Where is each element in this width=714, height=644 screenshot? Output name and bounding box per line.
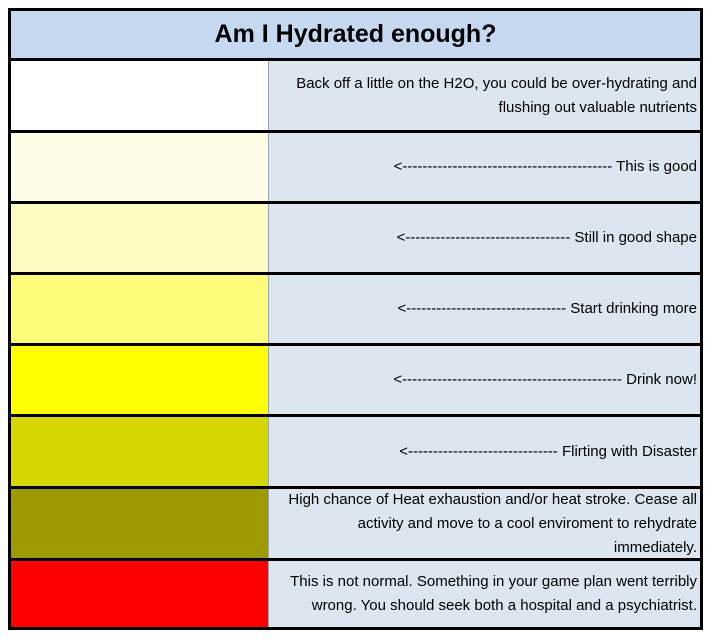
hydration-chart: Am I Hydrated enough? Back off a little … [8, 8, 703, 630]
level-description: This is not normal. Something in your ga… [269, 561, 700, 627]
level-text: <------------------------------ Flirting… [399, 442, 697, 460]
level-text: <-------------------------------- Start … [397, 300, 698, 317]
color-swatch [11, 346, 269, 414]
color-swatch [11, 417, 269, 486]
color-swatch [11, 489, 269, 558]
level-row: <------------------------------ Flirting… [11, 417, 700, 486]
level-text: <---------------------------------------… [393, 158, 697, 175]
level-description: Back off a little on the H2O, you could … [269, 61, 700, 130]
level-row: <-------------------------------- Start … [11, 275, 700, 343]
color-swatch [11, 204, 269, 272]
title-bar: Am I Hydrated enough? [11, 11, 700, 58]
level-description: High chance of Heat exhaustion and/or he… [269, 489, 700, 558]
level-row: <---------------------------------------… [11, 133, 700, 201]
level-description: <---------------------------------------… [269, 346, 700, 414]
level-text: <---------------------------------------… [393, 371, 697, 388]
level-text: Back off a little on the H2O, you could … [296, 74, 697, 116]
level-text: High chance of Heat exhaustion and/or he… [288, 490, 697, 556]
level-row: High chance of Heat exhaustion and/or he… [11, 489, 700, 558]
level-row: <---------------------------------------… [11, 346, 700, 414]
level-row: Back off a little on the H2O, you could … [11, 61, 700, 130]
color-swatch [11, 275, 269, 343]
color-swatch [11, 133, 269, 201]
color-swatch [11, 61, 269, 130]
level-description: <-------------------------------- Start … [269, 275, 700, 343]
level-description: <--------------------------------- Still… [269, 204, 700, 272]
level-row: This is not normal. Something in your ga… [11, 561, 700, 627]
level-text: <--------------------------------- Still… [396, 229, 697, 246]
color-swatch [11, 561, 269, 627]
level-description: <------------------------------ Flirting… [269, 417, 700, 486]
level-row: <--------------------------------- Still… [11, 204, 700, 272]
level-text: This is not normal. Something in your ga… [290, 573, 697, 614]
level-description: <---------------------------------------… [269, 133, 700, 201]
chart-title: Am I Hydrated enough? [214, 20, 497, 48]
